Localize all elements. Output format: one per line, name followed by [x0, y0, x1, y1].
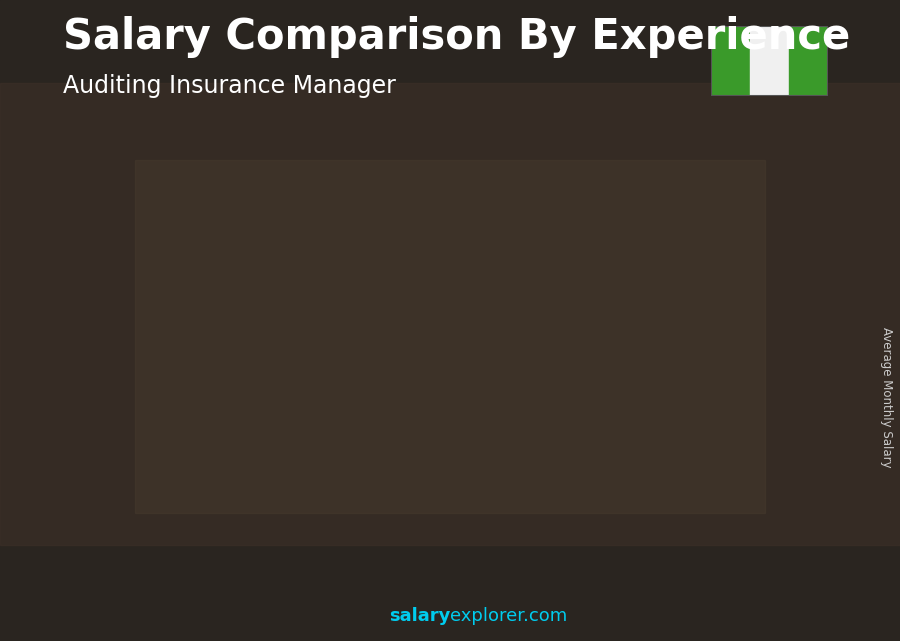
Bar — [418, 343, 423, 577]
Text: Salary Comparison By Experience: Salary Comparison By Experience — [63, 16, 850, 58]
Bar — [711, 26, 750, 96]
Bar — [747, 253, 814, 577]
Text: 516,000 NGN: 516,000 NGN — [365, 361, 477, 379]
Bar — [747, 253, 814, 259]
Bar — [356, 343, 359, 577]
Bar — [94, 437, 98, 577]
Bar — [486, 302, 554, 577]
Text: 607,000 NGN: 607,000 NGN — [496, 320, 608, 338]
Text: 310,000 NGN: 310,000 NGN — [104, 454, 216, 472]
Text: Average Monthly Salary: Average Monthly Salary — [880, 327, 893, 468]
Bar — [486, 302, 490, 577]
Text: +6%: +6% — [686, 197, 745, 221]
Bar — [356, 343, 423, 577]
Text: 715,000 NGN: 715,000 NGN — [757, 271, 868, 289]
Text: explorer.com: explorer.com — [450, 607, 567, 625]
Bar — [616, 272, 620, 577]
Text: +26%: +26% — [156, 342, 231, 367]
Bar — [679, 272, 684, 577]
Bar — [747, 253, 751, 577]
Bar — [0, 83, 900, 545]
Text: +11%: +11% — [547, 216, 623, 240]
Bar — [94, 437, 162, 577]
Bar — [225, 399, 229, 577]
Text: +32%: +32% — [286, 284, 362, 308]
Bar — [225, 399, 292, 403]
Text: +18%: +18% — [417, 244, 492, 268]
Bar — [809, 253, 814, 577]
Bar — [94, 437, 162, 439]
Text: Auditing Insurance Manager: Auditing Insurance Manager — [63, 74, 396, 97]
Text: 672,000 NGN: 672,000 NGN — [626, 290, 738, 308]
Bar — [157, 437, 162, 577]
Text: salary: salary — [389, 607, 450, 625]
Bar — [135, 160, 765, 513]
Bar — [225, 399, 292, 577]
Text: 391,000 NGN: 391,000 NGN — [235, 418, 346, 436]
Bar — [486, 302, 554, 307]
Bar — [616, 272, 684, 577]
Bar — [287, 399, 292, 577]
Bar — [616, 272, 684, 278]
Bar — [548, 302, 554, 577]
Bar — [356, 343, 423, 347]
Bar — [750, 26, 789, 96]
Bar — [789, 26, 828, 96]
